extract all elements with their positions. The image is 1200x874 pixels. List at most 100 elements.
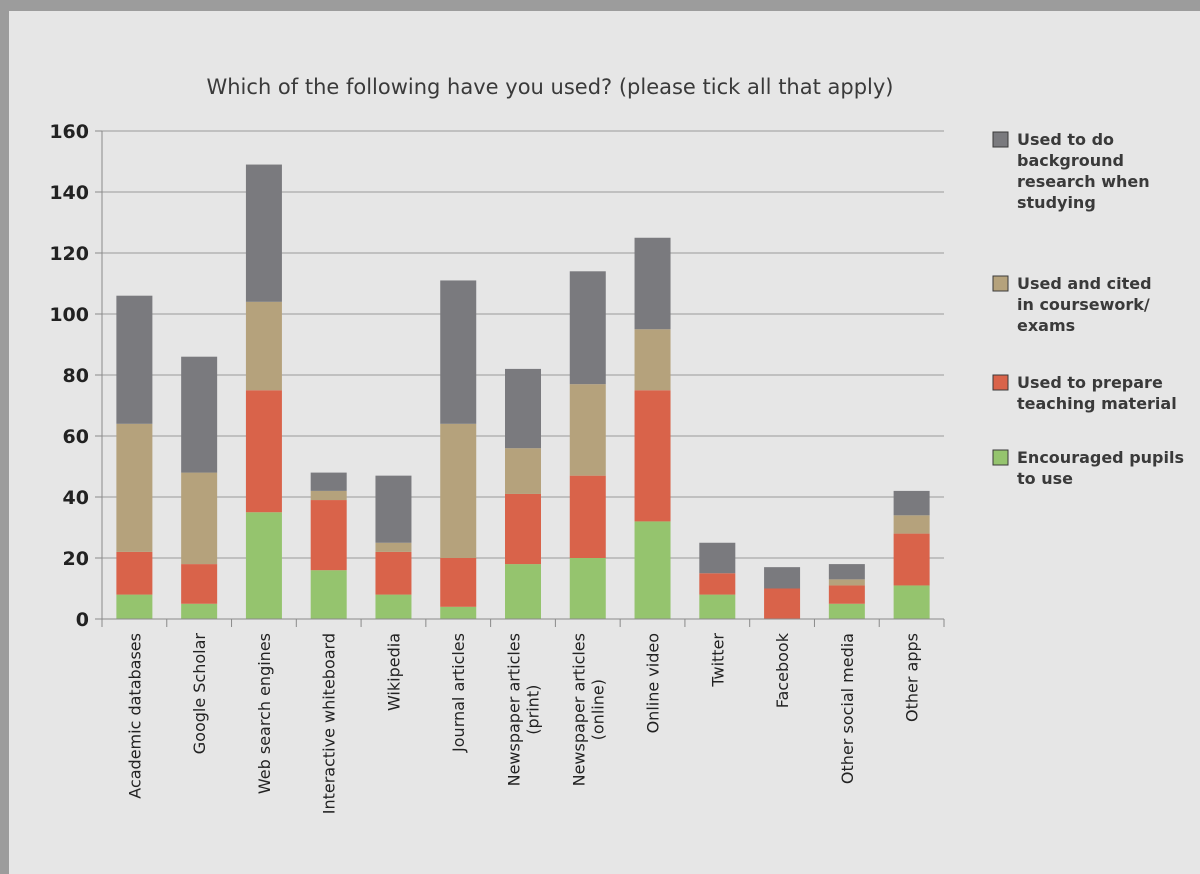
bar-segment — [764, 588, 801, 619]
bar-group — [699, 542, 736, 619]
bar-segment — [245, 301, 282, 391]
chart-frame: Which of the following have you used? (p… — [9, 11, 1200, 874]
legend-label-line: Used to do — [1017, 130, 1114, 149]
bar-segment — [116, 551, 153, 595]
bar-segment — [569, 271, 606, 385]
bar-segment — [828, 585, 865, 604]
legend-label-line: background — [1017, 151, 1124, 170]
x-tick-label-line: Journal articles — [449, 633, 468, 753]
bars — [116, 164, 930, 619]
y-tick-label: 120 — [49, 243, 89, 265]
x-tick-label-line: Interactive whiteboard — [320, 633, 339, 814]
bar-segment — [893, 533, 930, 586]
x-tick-label: Journal articles — [449, 633, 468, 753]
bar-group — [440, 280, 477, 619]
bar-segment — [440, 280, 477, 424]
bar-segment — [181, 356, 218, 473]
x-tick-label-line: Wikipedia — [384, 633, 403, 711]
y-tick-label: 160 — [49, 121, 89, 143]
bar-segment — [699, 573, 736, 595]
x-tick-label-line: (online) — [588, 679, 607, 740]
bar-segment — [245, 512, 282, 619]
legend-swatch — [992, 374, 1009, 391]
legend-label: Encouraged pupils to use — [1017, 448, 1184, 488]
bar-segment — [375, 551, 412, 595]
bar-segment — [440, 423, 477, 558]
bar-segment — [505, 493, 541, 565]
bar-segment — [893, 585, 930, 619]
bar-segment — [699, 594, 736, 619]
bar-segment — [116, 594, 153, 619]
bar-segment — [245, 390, 282, 513]
bar-group — [375, 475, 412, 619]
legend-label-line: in coursework/ — [1017, 295, 1150, 314]
x-tick-label-line: Twitter — [708, 633, 727, 688]
x-tick-label-line: Facebook — [773, 632, 792, 708]
bar-segment — [116, 423, 153, 552]
bar-segment — [505, 564, 541, 619]
x-tick-label-line: Online video — [644, 633, 663, 733]
legend-label-line: to use — [1017, 469, 1073, 488]
legend-swatch — [992, 449, 1009, 466]
bar-segment — [893, 490, 930, 516]
bar-group — [505, 368, 541, 619]
bar-segment — [116, 295, 153, 424]
legend-label-line: Used to prepare — [1017, 373, 1163, 392]
bar-segment — [310, 570, 347, 619]
bar-segment — [375, 542, 412, 552]
x-tick-label: Facebook — [773, 632, 792, 708]
y-tick-label: 20 — [63, 548, 89, 570]
axes: 0 20 40 60 80 100 120 140 160 Academic databases G… — [49, 121, 945, 814]
legend-swatch — [992, 131, 1009, 148]
x-tick-label: Interactive whiteboard — [320, 633, 339, 814]
legend-label-line: research when — [1017, 172, 1150, 191]
x-tick-label: Online video — [644, 633, 663, 733]
bar-segment — [569, 475, 606, 558]
legend: Used to do background research when studyin… — [992, 130, 1184, 488]
legend-label: Used to do background research when studyin… — [1017, 130, 1150, 212]
bar-segment — [569, 558, 606, 619]
x-tick-label: Newspaper articles(online) — [569, 633, 607, 786]
legend-item: Used to prepare teaching material — [992, 373, 1177, 413]
bar-segment — [634, 237, 671, 330]
x-tick-label-line: Other social media — [838, 633, 857, 784]
y-tick-label: 0 — [76, 609, 89, 631]
x-tick-label: Web search engines — [255, 633, 274, 794]
x-tick-label: Twitter — [708, 633, 727, 688]
x-tick-label-line: Newspaper articles — [505, 633, 524, 786]
bar-segment — [375, 475, 412, 543]
legend-label-line: Encouraged pupils — [1017, 448, 1184, 467]
legend-label: Used and cited in coursework/exams — [1017, 274, 1152, 335]
bar-segment — [828, 579, 865, 586]
bar-segment — [828, 564, 865, 580]
legend-item: Used and cited in coursework/exams — [992, 274, 1152, 335]
x-tick-label: Other apps — [903, 633, 922, 722]
bar-group — [764, 567, 801, 619]
bar-segment — [634, 390, 671, 522]
x-tick-label-line: Newspaper articles — [569, 633, 588, 786]
stacked-bar-chart: Which of the following have you used? (p… — [49, 75, 1184, 814]
bar-segment — [310, 490, 347, 501]
x-tick-label: Google Scholar — [190, 633, 209, 755]
y-tick-label: 60 — [63, 426, 89, 448]
bar-segment — [181, 472, 218, 565]
x-tick-label-line: Google Scholar — [190, 633, 209, 755]
x-tick-label-line: (print) — [524, 685, 543, 735]
legend-swatch — [992, 275, 1009, 292]
legend-label: Used to prepare teaching material — [1017, 373, 1177, 413]
bar-group — [310, 472, 347, 619]
bar-segment — [375, 594, 412, 619]
x-tick-label-line: Other apps — [903, 633, 922, 722]
bar-segment — [699, 542, 736, 574]
bar-segment — [440, 558, 477, 607]
x-tick-label-line: Academic databases — [125, 633, 144, 799]
bar-segment — [828, 603, 865, 619]
y-tick-label: 100 — [49, 304, 89, 326]
bar-group — [893, 490, 930, 619]
bar-group — [245, 164, 282, 619]
bar-segment — [310, 500, 347, 571]
bar-segment — [440, 606, 477, 619]
bar-group — [116, 295, 153, 619]
bar-segment — [634, 521, 671, 619]
bar-segment — [764, 567, 801, 589]
